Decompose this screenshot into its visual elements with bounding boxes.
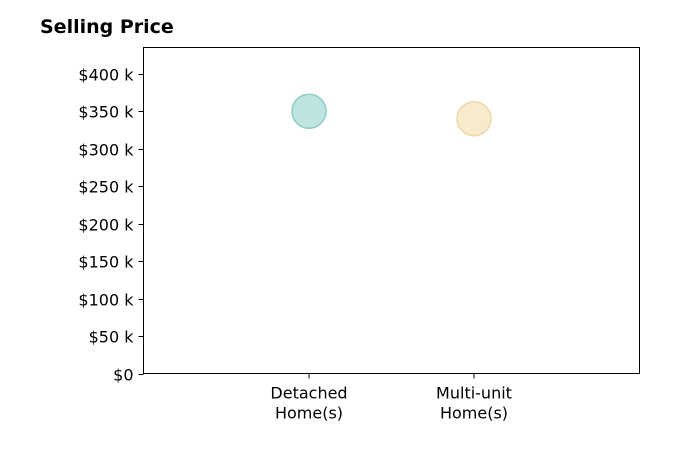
y-tick-label: $0 (113, 366, 133, 385)
y-tick-label: $250 k (78, 178, 134, 197)
data-points (291, 93, 492, 137)
chart-title: Selling Price (40, 16, 174, 38)
x-axis: Detached Home(s) Multi-unit Home(s) (270, 373, 512, 423)
y-tick-label: $400 k (78, 66, 134, 85)
y-tick-label: $300 k (78, 141, 134, 160)
x-tick-label: Detached Home(s) (270, 384, 347, 423)
y-tick-label: $350 k (78, 103, 134, 122)
x-tick-label: Multi-unit Home(s) (436, 384, 512, 423)
plot-frame (143, 47, 640, 374)
data-point (456, 100, 492, 137)
y-axis: $0 $50 k $100 k $150 k $200 k $250 k $300 k $35… (78, 66, 144, 385)
y-tick-label: $150 k (78, 253, 134, 272)
data-point (291, 93, 327, 129)
y-tick-label: $200 k (78, 216, 134, 235)
y-tick-label: $100 k (78, 291, 134, 310)
y-tick-label: $50 k (89, 328, 135, 347)
